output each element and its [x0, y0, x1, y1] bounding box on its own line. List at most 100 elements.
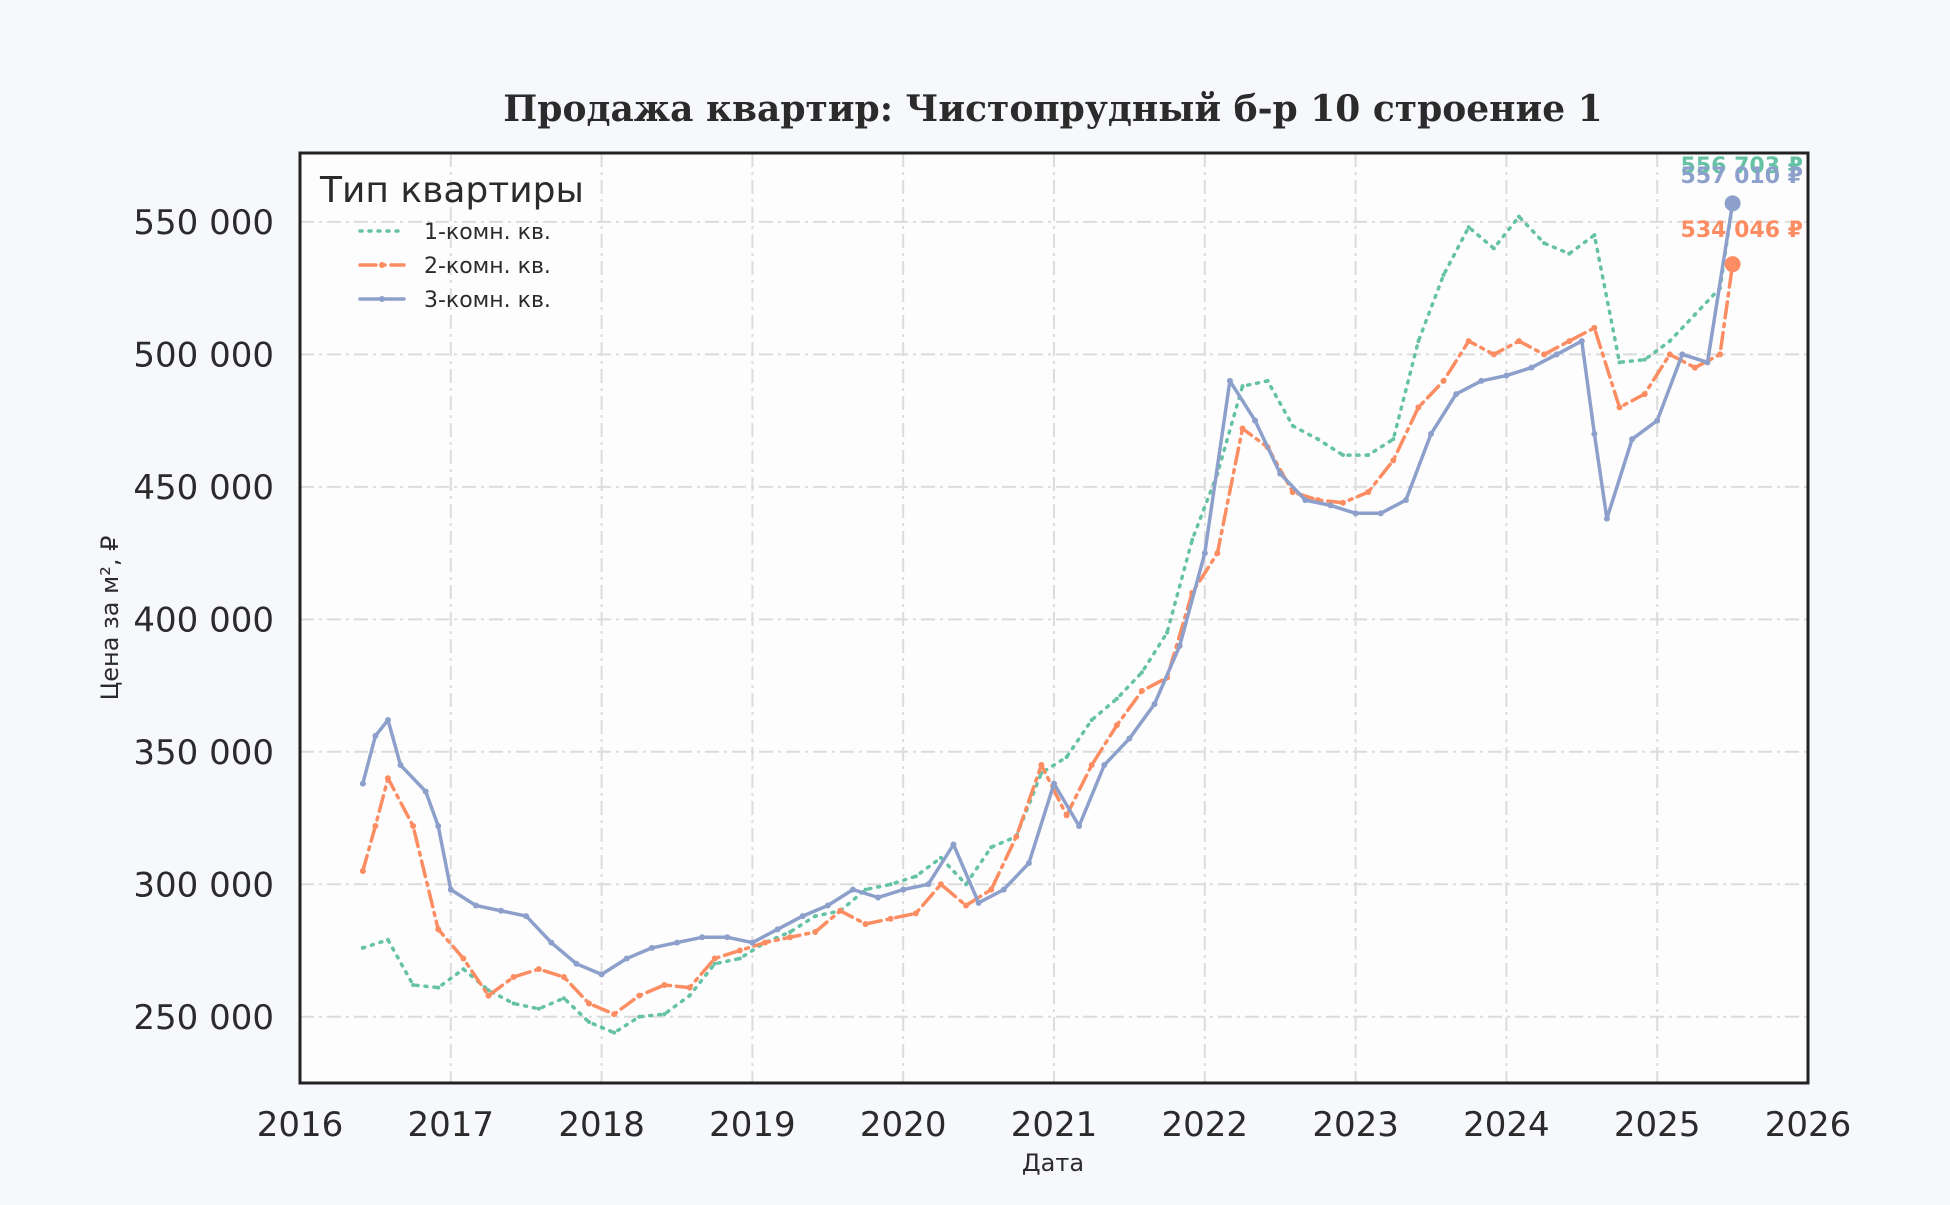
series-3-point: [435, 822, 442, 829]
x-tick-label: 2019: [709, 1105, 796, 1145]
series-3-point: [1528, 364, 1535, 371]
series-3-point: [598, 971, 605, 978]
series-2-point: [1666, 351, 1673, 358]
series-2-point: [611, 1011, 618, 1018]
series-1-point: [938, 855, 943, 860]
series-1-end-label: 556 703 ₽: [1681, 154, 1803, 179]
series-2-point: [1113, 722, 1120, 729]
series-1-point: [964, 882, 969, 887]
series-2-point: [686, 984, 693, 991]
series-2-point: [887, 915, 894, 922]
series-2-point: [1340, 499, 1347, 506]
legend-marker-2: [379, 262, 385, 268]
x-tick-label: 2018: [558, 1105, 645, 1145]
y-tick-label: 500 000: [133, 335, 274, 375]
series-3-point: [1402, 497, 1409, 504]
series-2-point: [862, 921, 869, 928]
series-1-point: [1064, 755, 1069, 760]
series-2-point: [837, 907, 844, 914]
series-2-point: [1490, 351, 1497, 358]
series-1-point: [1592, 233, 1597, 238]
series-1-point: [1341, 453, 1346, 458]
series-3-point: [1629, 436, 1636, 443]
plot-frame: [298, 151, 1810, 1085]
series-3-point: [1201, 550, 1208, 557]
y-tick-label: 250 000: [133, 998, 274, 1038]
y-tick-label: 300 000: [133, 865, 274, 905]
y-tick-label: 400 000: [133, 600, 274, 640]
series-2-point: [1088, 762, 1095, 769]
series-1-point: [1567, 251, 1572, 256]
series-2-point: [485, 992, 492, 999]
series-3-point: [1101, 762, 1108, 769]
series-2-point: [1465, 338, 1472, 345]
series-1-point: [1114, 696, 1119, 701]
series-1-point: [913, 874, 918, 879]
chart-title: Продажа квартир: Чистопрудный б-р 10 стр…: [503, 88, 1602, 130]
x-tick-label: 2016: [257, 1105, 344, 1145]
series-2-point: [1515, 338, 1522, 345]
series-3-point: [1252, 417, 1259, 424]
series-3-point: [523, 913, 530, 920]
series-3-point: [498, 907, 505, 914]
series-1-point: [436, 985, 441, 990]
series-1-point: [1240, 384, 1245, 389]
series-1-line: [361, 202, 1735, 1035]
series-1-point: [863, 887, 868, 892]
series-2-point: [1616, 404, 1623, 411]
y-tick-label: 550 000: [133, 203, 274, 243]
series-2-point: [1214, 550, 1221, 557]
series-3-point: [384, 717, 391, 724]
series-3-point: [472, 902, 479, 909]
series-2-point: [1239, 425, 1246, 432]
series-3-point: [925, 881, 932, 888]
series-1-point: [411, 982, 416, 987]
series-2-point: [1691, 364, 1698, 371]
series-1-point: [1667, 339, 1672, 344]
series-3-point: [1553, 351, 1560, 358]
series-3-point: [875, 894, 882, 901]
series-3-point: [749, 939, 756, 946]
series-2-point: [535, 966, 542, 973]
series-3-point: [950, 841, 957, 848]
series-3-point: [1151, 701, 1158, 708]
series-3-point: [1352, 510, 1359, 517]
series-1-point: [989, 845, 994, 850]
series-2-point: [1038, 762, 1045, 769]
series-2-point: [736, 947, 743, 954]
x-tick-label: 2024: [1463, 1105, 1550, 1145]
series-3-point: [1704, 359, 1711, 366]
series-2-point: [787, 934, 794, 941]
series-3-point: [1478, 377, 1485, 384]
series-1-point: [1315, 437, 1320, 442]
series-3-point: [1327, 502, 1334, 509]
series-1-point: [561, 996, 566, 1001]
series-3-point: [1591, 430, 1598, 437]
series-2-point: [586, 1000, 593, 1007]
series-1-point: [637, 1014, 642, 1019]
series-1-point: [1416, 339, 1421, 344]
series-1-point: [1516, 214, 1521, 219]
series-3-point: [774, 926, 781, 933]
series-1-point: [813, 914, 818, 919]
series-2-point: [1138, 687, 1145, 694]
series-3-end-label: 557 010 ₽: [1681, 164, 1803, 189]
x-tick-label: 2025: [1614, 1105, 1701, 1145]
y-axis-ticks: 250 000 300 000 350 000 400 000 450 000 500 0…: [133, 203, 274, 1038]
series-1-point: [1290, 423, 1295, 428]
series-3-point: [1578, 338, 1585, 345]
series-1-point: [1441, 272, 1446, 277]
series-1-point: [888, 882, 893, 887]
series-2-point: [435, 926, 442, 933]
series-2-point: [711, 955, 718, 962]
x-tick-label: 2020: [860, 1105, 947, 1145]
series-2-point: [937, 881, 944, 888]
legend: Тип квартиры 1-комн. кв. 2-комн. кв. 3-ком…: [319, 170, 584, 313]
x-axis-ticks: 2016 2017 2018 2019 2020 2021 2022 2023 2024 2025…: [257, 1105, 1852, 1145]
x-tick-label: 2026: [1765, 1105, 1852, 1145]
series-2-point: [1541, 351, 1548, 358]
series-3-point: [975, 899, 982, 906]
series-1-point: [385, 937, 390, 942]
